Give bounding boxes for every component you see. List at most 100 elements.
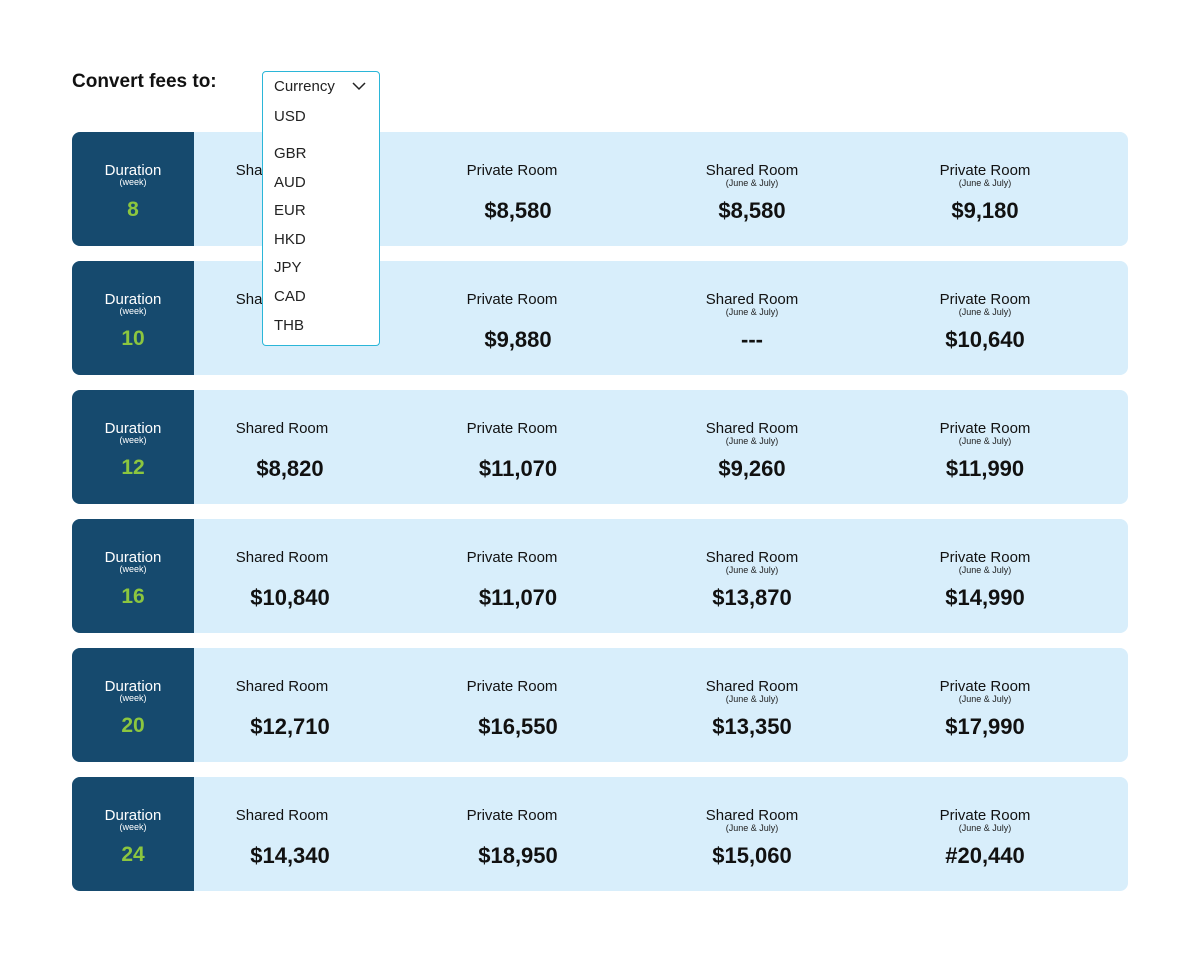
room-type-label: Shared Room [705, 420, 799, 437]
room-type-label: Private Room [939, 549, 1031, 566]
duration-unit: (week) [119, 564, 147, 574]
season-label: (June & July) [958, 565, 1012, 575]
price-cell: Shared Room $12,710 [167, 648, 397, 762]
duration-cell: Duration (week) 10 [72, 261, 194, 375]
price-value: $15,060 [712, 843, 792, 868]
room-type-label: Private Room [939, 291, 1031, 308]
season-label: (June & July) [958, 823, 1012, 833]
duration-unit: (week) [119, 435, 147, 445]
price-value: $16,550 [478, 714, 558, 739]
duration-label: Duration [104, 549, 162, 566]
price-cell: Shared Room (June & July) $9,260 [637, 390, 867, 504]
season-label: (June & July) [725, 823, 779, 833]
season-label: (June & July) [958, 178, 1012, 188]
price-cell: Shared Room $8,820 [167, 390, 397, 504]
currency-dropdown-value: Currency [274, 78, 335, 95]
room-type-label: Private Room [466, 420, 558, 437]
price-value: $14,990 [945, 585, 1025, 610]
room-type-label: Shared Room [705, 807, 799, 824]
duration-cell: Duration (week) 12 [72, 390, 194, 504]
room-type-label: Private Room [466, 291, 558, 308]
price-value: --- [741, 327, 763, 352]
duration-label: Duration [104, 678, 162, 695]
price-cell: Private Room $9,880 [397, 261, 627, 375]
duration-weeks: 24 [121, 843, 145, 866]
currency-option-usd[interactable]: USD [274, 108, 306, 125]
price-cell: Shared Room (June & July) $15,060 [637, 777, 867, 891]
currency-option-gbr[interactable]: GBR [274, 145, 307, 162]
season-label: (June & July) [725, 178, 779, 188]
duration-unit: (week) [119, 306, 147, 316]
room-type-label: Shared Room [235, 549, 329, 566]
price-cell: Shared Room $14,340 [167, 777, 397, 891]
fee-row: Duration(week) 10 Shared Room Private Room $… [72, 261, 1128, 375]
price-value: $8,580 [718, 198, 786, 223]
price-cell: Private Room $11,070 [397, 390, 627, 504]
price-value: $11,070 [478, 456, 558, 481]
room-type-label: Shared Room [705, 549, 799, 566]
fee-row: Duration (week) 12 Shared Room $8,820 Private… [72, 390, 1128, 504]
price-value: $13,350 [712, 714, 792, 739]
room-type-label: Shared Room [235, 420, 329, 437]
currency-option-hkd[interactable]: HKD [274, 231, 306, 248]
price-value: $18,950 [478, 843, 558, 868]
duration-weeks: 10 [121, 327, 145, 350]
duration-cell: Duration (week) 16 [72, 519, 194, 633]
fee-row: Duration (week) 16 Shared Room $10,840 Privat… [72, 519, 1128, 633]
price-value: #20,440 [945, 843, 1025, 868]
duration-label: Duration [104, 162, 162, 179]
duration-unit: (week) [119, 822, 147, 832]
duration-label: Duration [104, 291, 162, 308]
room-type-label: Shared Room [235, 807, 329, 824]
duration-weeks: 8 [127, 198, 139, 221]
price-value: $9,880 [484, 327, 552, 352]
price-value: $11,070 [478, 585, 558, 610]
price-value: $10,640 [945, 327, 1025, 352]
currency-option-aud[interactable]: AUD [274, 174, 306, 191]
price-cell: Private Room (June & July) $11,990 [870, 390, 1100, 504]
room-type-label: Private Room [939, 420, 1031, 437]
chevron-down-icon [352, 82, 366, 91]
season-label: (June & July) [725, 307, 779, 317]
price-cell: Private Room (June & July) $10,640 [870, 261, 1100, 375]
price-cell: Private Room (June & July) $9,180 [870, 132, 1100, 246]
price-cell: Private Room (June & July) $14,990 [870, 519, 1100, 633]
price-cell: Shared Room (June & July) $13,350 [637, 648, 867, 762]
price-cell: Shared Room $10,840 [167, 519, 397, 633]
season-label: (June & July) [958, 307, 1012, 317]
currency-option-eur[interactable]: EUR [274, 202, 306, 219]
room-type-label: Private Room [939, 678, 1031, 695]
currency-menu: USD GBR AUD EUR HKD JPY CAD THB [262, 101, 380, 346]
price-value: $12,710 [250, 714, 330, 739]
room-type-label: Private Room [466, 549, 558, 566]
room-type-label: Shared Room [705, 678, 799, 695]
price-cell: Private Room $16,550 [397, 648, 627, 762]
currency-option-thb[interactable]: THB [274, 317, 304, 334]
duration-unit: (week) [119, 693, 147, 703]
season-label: (June & July) [725, 436, 779, 446]
price-value: $9,180 [951, 198, 1019, 223]
season-label: (June & July) [725, 694, 779, 704]
price-cell: Private Room (June & July) #20,440 [870, 777, 1100, 891]
price-cell: Private Room $18,950 [397, 777, 627, 891]
duration-label: Duration [104, 807, 162, 824]
price-value: $8,820 [256, 456, 324, 481]
price-cell: Private Room (June & July) $17,990 [870, 648, 1100, 762]
room-type-label: Shared Room [235, 678, 329, 695]
fee-row: Duration (week) 24 Shared Room $14,340 Privat… [72, 777, 1128, 891]
currency-option-jpy[interactable]: JPY [274, 259, 302, 276]
duration-cell: Duration (week) 24 [72, 777, 194, 891]
convert-fees-label: Convert fees to: [72, 71, 217, 92]
room-type-label: Private Room [466, 678, 558, 695]
room-type-label: Private Room [466, 807, 558, 824]
duration-label: Duration [104, 420, 162, 437]
price-value: $9,260 [718, 456, 786, 481]
price-value: $13,870 [712, 585, 792, 610]
currency-dropdown[interactable]: Currency [262, 71, 380, 102]
currency-option-cad[interactable]: CAD [274, 288, 306, 305]
price-cell: Private Room $8,580 [397, 132, 627, 246]
room-type-label: Private Room [939, 807, 1031, 824]
duration-weeks: 16 [121, 585, 145, 608]
season-label: (June & July) [725, 565, 779, 575]
